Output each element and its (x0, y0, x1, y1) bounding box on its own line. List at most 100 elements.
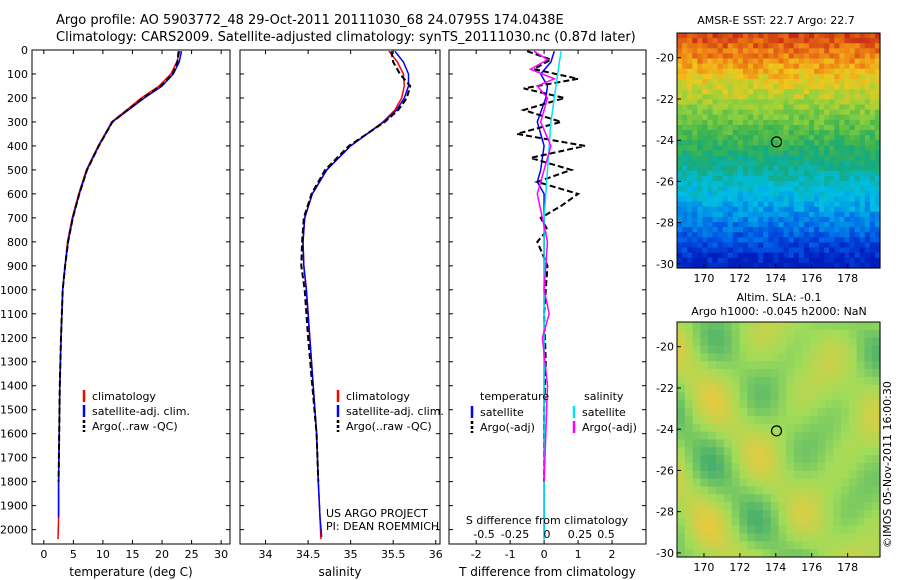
heatmap-cell (786, 494, 795, 503)
heatmap-cell (856, 337, 865, 347)
heatmap-cell (778, 423, 787, 433)
heatmap-cell (803, 140, 810, 146)
heatmap-cell (722, 247, 729, 254)
heatmap-cell (844, 216, 851, 223)
map-x-tick-label: 172 (729, 272, 750, 285)
heatmap-cell (748, 130, 754, 136)
heatmap-cell (753, 135, 759, 141)
heatmap-cell (763, 160, 769, 167)
heatmap-cell (834, 68, 840, 75)
heatmap-cell (712, 181, 719, 187)
heatmap-cell (722, 33, 729, 39)
heatmap-cell (682, 227, 688, 233)
heatmap-cell (732, 247, 739, 254)
heatmap-cell (692, 486, 702, 495)
heatmap-cell (856, 517, 865, 527)
heatmap-cell (788, 78, 795, 85)
heatmap-cell (717, 140, 724, 146)
heatmap-cell (864, 191, 871, 198)
heatmap-cell (755, 549, 764, 558)
heatmap-cell (872, 439, 881, 448)
heatmap-cell (778, 329, 787, 339)
heatmap-cell (794, 549, 803, 558)
heatmap-cell (747, 384, 756, 394)
heatmap-cell (742, 104, 749, 111)
heatmap-cell (687, 140, 693, 146)
heatmap-cell (872, 517, 881, 527)
heatmap-cell (848, 478, 858, 488)
series-line-satellite-adj-clim- (57, 51, 183, 518)
x-tick-label: 34 (259, 548, 273, 561)
heatmap-cell (809, 510, 819, 519)
heatmap-cell (702, 58, 709, 65)
heatmap-cell (731, 384, 741, 394)
heatmap-cell (687, 58, 693, 65)
heatmap-cell (839, 216, 846, 223)
heatmap-cell (798, 109, 805, 116)
heatmap-cell (783, 150, 790, 157)
heatmap-cell (786, 384, 795, 394)
heatmap-cell (763, 140, 769, 146)
heatmap-cell (819, 114, 825, 121)
heatmap-cell (682, 206, 688, 213)
heatmap-cell (825, 337, 834, 347)
heatmap-cell (763, 43, 769, 49)
heatmap-cell (817, 369, 826, 378)
heatmap-cell (677, 525, 686, 535)
heatmap-cell (702, 252, 709, 259)
heatmap-cell (825, 494, 834, 503)
heatmap-cell (854, 160, 861, 167)
heatmap-cell (687, 130, 693, 136)
heatmap-cell (753, 160, 759, 167)
heatmap-cell (758, 165, 764, 172)
heatmap-cell (798, 114, 805, 121)
heatmap-cell (854, 124, 861, 131)
heatmap-cell (773, 63, 780, 70)
heatmap-cell (829, 247, 835, 254)
map-x-tick-label: 170 (693, 272, 714, 285)
heatmap-cell (819, 160, 825, 167)
heatmap-cell (748, 165, 754, 172)
heatmap-cell (768, 186, 775, 192)
heatmap-cell (677, 201, 683, 208)
heatmap-cell (722, 227, 729, 233)
heatmap-cell (732, 33, 739, 39)
heatmap-cell (854, 242, 861, 249)
heatmap-cell (682, 165, 688, 172)
heatmap-cell (692, 322, 702, 331)
heatmap-cell (770, 376, 780, 386)
heatmap-cell (808, 206, 815, 213)
heatmap-cell (773, 114, 780, 121)
heatmap-cell (834, 84, 840, 90)
heatmap-cell (723, 353, 733, 362)
heatmap-cell (788, 68, 795, 75)
heatmap-cell (737, 135, 744, 141)
heatmap-cell (747, 376, 756, 386)
heatmap-cell (844, 155, 851, 162)
heatmap-cell (722, 191, 729, 198)
heatmap-cell (773, 130, 780, 136)
heatmap-cell (727, 140, 734, 146)
heatmap-cell (864, 73, 871, 80)
heatmap-cell (834, 206, 840, 213)
heatmap-cell (854, 181, 861, 187)
heatmap-cell (737, 160, 744, 167)
heatmap-cell (808, 104, 815, 111)
heatmap-cell (748, 99, 754, 106)
heatmap-cell (834, 211, 840, 218)
heatmap-cell (677, 502, 686, 511)
heatmap-cell (677, 252, 683, 259)
heatmap-cell (717, 94, 724, 101)
heatmap-cell (677, 211, 683, 218)
heatmap-cell (814, 196, 820, 203)
heatmap-cell (677, 408, 686, 417)
heatmap-cell (755, 416, 764, 425)
heatmap-cell (692, 206, 698, 213)
heatmap-cell (844, 119, 851, 126)
heatmap-cell (768, 160, 775, 167)
heatmap-cell (833, 455, 842, 464)
heatmap-cell (778, 130, 785, 136)
heatmap-cell (864, 408, 873, 417)
heatmap-cell (747, 470, 756, 480)
heatmap-cell (687, 89, 693, 95)
